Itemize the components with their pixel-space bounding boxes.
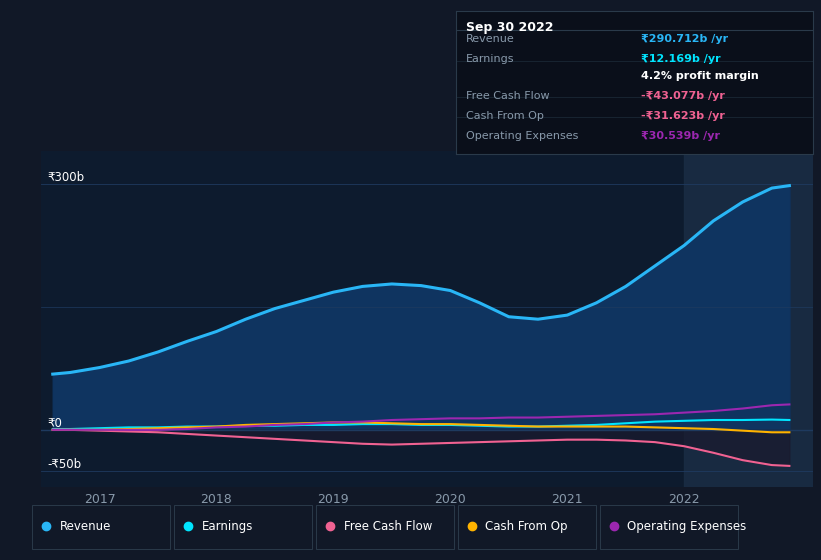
Text: Earnings: Earnings (202, 520, 253, 533)
Text: 4.2% profit margin: 4.2% profit margin (641, 71, 759, 81)
Bar (458, 505, 596, 549)
Text: Cash From Op: Cash From Op (466, 111, 544, 121)
Text: ₹30.539b /yr: ₹30.539b /yr (641, 131, 720, 141)
Text: ₹12.169b /yr: ₹12.169b /yr (641, 54, 721, 64)
Text: Earnings: Earnings (466, 54, 515, 64)
Bar (684, 151, 813, 487)
Text: Operating Expenses: Operating Expenses (466, 131, 579, 141)
Bar (599, 505, 737, 549)
Text: ₹300b: ₹300b (47, 171, 84, 184)
Text: -₹43.077b /yr: -₹43.077b /yr (641, 91, 725, 101)
Text: ₹0: ₹0 (47, 417, 62, 430)
Bar (316, 505, 454, 549)
Text: -₹50b: -₹50b (47, 458, 81, 471)
Text: Operating Expenses: Operating Expenses (627, 520, 746, 533)
Text: Revenue: Revenue (466, 34, 515, 44)
Text: Free Cash Flow: Free Cash Flow (343, 520, 432, 533)
Text: Free Cash Flow: Free Cash Flow (466, 91, 550, 101)
Bar (32, 505, 170, 549)
Bar (174, 505, 312, 549)
Text: -₹31.623b /yr: -₹31.623b /yr (641, 111, 725, 121)
Text: Revenue: Revenue (60, 520, 111, 533)
Text: ₹290.712b /yr: ₹290.712b /yr (641, 34, 728, 44)
Text: Sep 30 2022: Sep 30 2022 (466, 21, 554, 34)
Text: Cash From Op: Cash From Op (485, 520, 568, 533)
